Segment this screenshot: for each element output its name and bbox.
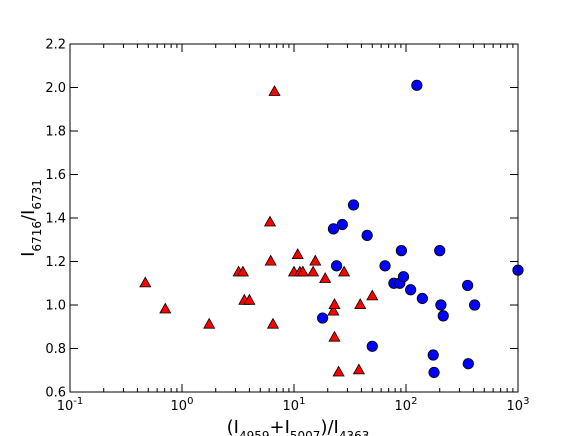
circle-marker (405, 284, 417, 296)
triangle-marker (307, 265, 320, 277)
triangle-marker (352, 363, 365, 375)
triangle-marker (354, 298, 367, 310)
y-tick-label: 1.8 (45, 125, 66, 140)
x-tick-label: 100 (171, 396, 194, 414)
y-axis-label: I6716/I6731 (18, 179, 44, 257)
y-tick-label: 1.0 (45, 299, 66, 314)
circle-marker (379, 260, 391, 272)
circle-marker (411, 79, 423, 91)
circle-marker (330, 260, 343, 272)
triangle-marker (159, 302, 172, 314)
circle-marker (316, 312, 329, 324)
circle-marker (469, 299, 481, 311)
triangle-marker (139, 276, 152, 288)
triangle-marker (263, 215, 277, 227)
circle-marker (416, 292, 428, 305)
y-tick-label: 1.4 (45, 212, 66, 227)
triangle-marker (328, 330, 341, 342)
circle-marker (395, 245, 408, 257)
triangle-marker (332, 365, 345, 377)
circle-marker (347, 199, 360, 211)
y-tick-label: 2.2 (45, 38, 66, 53)
circle-marker (427, 349, 439, 361)
y-tick-label: 0.8 (45, 342, 66, 357)
circle-marker (397, 271, 410, 283)
triangle-marker (203, 317, 216, 329)
x-tick-label: 10-1 (57, 396, 84, 414)
triangle-marker (328, 298, 341, 310)
triangle-marker (296, 265, 309, 277)
triangle-marker (319, 272, 332, 283)
x-tick-label: 101 (283, 396, 306, 414)
triangle-marker (268, 85, 281, 96)
circle-marker (428, 366, 440, 379)
plot-area (70, 44, 518, 392)
y-tick-label: 2.0 (45, 81, 66, 96)
circle-marker (435, 299, 447, 311)
x-tick-label: 102 (395, 396, 418, 414)
circle-marker (327, 223, 340, 235)
circle-marker (434, 245, 446, 257)
y-tick-label: 1.6 (45, 168, 66, 183)
y-tick-label: 0.6 (45, 386, 66, 401)
circle-marker (336, 218, 348, 231)
x-tick-label: 103 (507, 396, 530, 414)
triangle-marker (327, 304, 340, 316)
triangle-marker (366, 289, 379, 301)
x-axis-label: (I4959+I5007)/I4363 (227, 417, 370, 436)
y-tick-label: 1.2 (45, 255, 66, 270)
circle-marker (462, 279, 474, 292)
circle-marker (462, 358, 474, 370)
circle-marker (361, 229, 373, 241)
circle-marker (437, 310, 449, 322)
circle-marker (366, 340, 378, 352)
triangle-marker (264, 254, 277, 266)
triangle-marker (236, 265, 249, 277)
triangle-marker (243, 293, 256, 305)
triangle-marker (338, 265, 351, 277)
triangle-marker (266, 317, 280, 329)
triangle-marker (309, 254, 322, 266)
triangle-marker (291, 248, 304, 260)
